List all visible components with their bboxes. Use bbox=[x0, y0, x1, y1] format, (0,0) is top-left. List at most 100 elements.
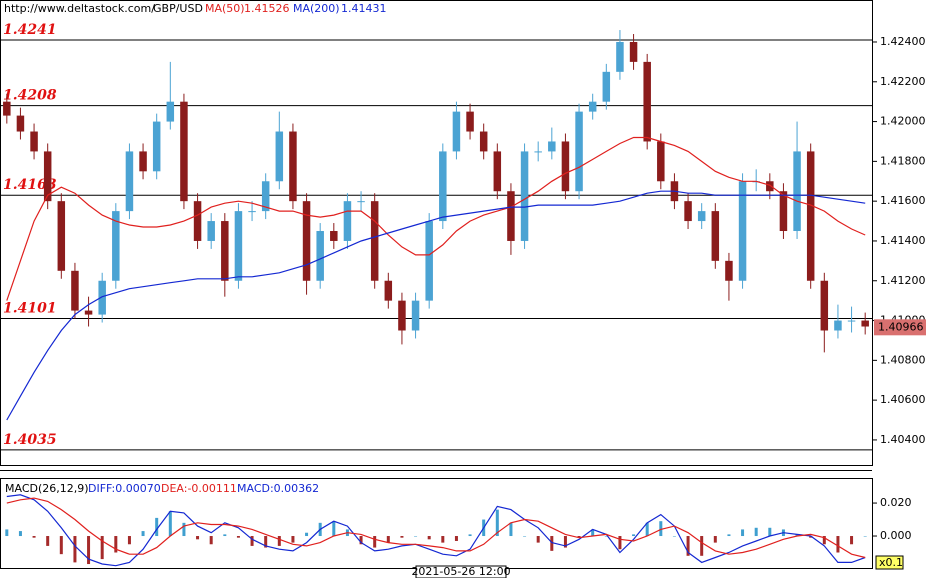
scale-box bbox=[875, 555, 904, 570]
macd-bar bbox=[468, 534, 472, 537]
macd-bar bbox=[87, 536, 91, 565]
macd-bar bbox=[155, 517, 159, 537]
macd-bar bbox=[577, 536, 581, 538]
macd-bar bbox=[373, 536, 377, 548]
macd-bar bbox=[414, 536, 418, 537]
moving-average-line bbox=[6, 190, 866, 421]
y-tick-label: 1.40400 bbox=[880, 433, 926, 446]
macd-bar bbox=[822, 536, 826, 545]
macd-bar bbox=[196, 536, 200, 540]
candle-body bbox=[289, 131, 297, 202]
macd-bar bbox=[863, 536, 867, 537]
candle-body bbox=[43, 151, 52, 202]
candle-body bbox=[125, 151, 134, 212]
macd-bar bbox=[277, 536, 281, 546]
candle-body bbox=[657, 141, 665, 182]
candle-body bbox=[248, 211, 256, 213]
candle-body bbox=[711, 211, 720, 261]
candle-body bbox=[520, 151, 529, 241]
macd-bar bbox=[659, 521, 663, 537]
candle-body bbox=[343, 201, 352, 241]
macd-bar bbox=[18, 531, 22, 537]
macd-bar bbox=[550, 536, 554, 551]
scale-label: x0.1 bbox=[879, 556, 903, 569]
macd-line bbox=[6, 497, 866, 559]
macd-bar bbox=[386, 536, 390, 543]
moving-average-line bbox=[6, 136, 866, 301]
candle-body bbox=[847, 320, 856, 322]
macd-bar bbox=[59, 536, 63, 555]
candle-body bbox=[71, 270, 79, 311]
candle-body bbox=[466, 111, 474, 132]
candle-body bbox=[575, 111, 583, 192]
candle-body bbox=[548, 141, 556, 152]
candle-body bbox=[561, 141, 570, 192]
candle-body bbox=[779, 191, 788, 232]
macd-bar bbox=[427, 536, 431, 540]
macd-bar bbox=[291, 536, 295, 543]
candle-body bbox=[738, 181, 747, 281]
candle-body bbox=[697, 211, 706, 222]
macd-bar bbox=[100, 536, 104, 560]
macd-bar bbox=[441, 536, 445, 543]
level-label: 1.4208 bbox=[3, 88, 57, 104]
candle-body bbox=[234, 211, 243, 281]
macd-bar bbox=[332, 521, 336, 537]
legend-value: 1.41526 bbox=[244, 2, 290, 15]
macd-bar bbox=[400, 536, 404, 538]
candle-body bbox=[793, 151, 801, 232]
candle-body bbox=[98, 280, 106, 315]
candle-body bbox=[643, 61, 651, 142]
y-tick-label: 1.41200 bbox=[880, 274, 926, 287]
candle-body bbox=[16, 115, 25, 132]
macd-title: MACD(26,12,9) bbox=[5, 482, 89, 495]
macd-readout: MACD:0.00362 bbox=[237, 482, 319, 495]
candle-body bbox=[834, 320, 842, 331]
candle-body bbox=[806, 151, 815, 281]
macd-bar bbox=[209, 536, 213, 545]
macd-bar bbox=[713, 536, 717, 543]
macd-bar bbox=[73, 536, 77, 563]
candle-body bbox=[725, 260, 733, 281]
candle-body bbox=[3, 101, 11, 116]
candle-body bbox=[411, 300, 420, 331]
candle-body bbox=[452, 111, 461, 152]
candle-body bbox=[357, 201, 365, 203]
macd-line bbox=[6, 494, 866, 567]
macd-bar bbox=[168, 511, 172, 537]
macd-bar bbox=[536, 536, 540, 543]
macd-bar bbox=[645, 522, 649, 537]
candle-body bbox=[330, 231, 338, 241]
macd-bar bbox=[809, 536, 813, 538]
candle-body bbox=[534, 151, 542, 153]
candle-body bbox=[384, 280, 393, 301]
y-tick-label: 1.42400 bbox=[880, 35, 926, 48]
macd-bar bbox=[754, 527, 758, 537]
macd-bar bbox=[223, 534, 227, 537]
source-url: http://www.deltastock.com/ bbox=[4, 2, 155, 15]
macd-bar bbox=[795, 534, 799, 537]
candle-body bbox=[684, 201, 692, 222]
macd-bar bbox=[768, 527, 772, 537]
macd-bar bbox=[264, 536, 268, 548]
candle-body bbox=[166, 101, 175, 122]
macd-bar bbox=[127, 536, 131, 545]
macd-bar bbox=[5, 529, 9, 537]
candle-body bbox=[398, 300, 406, 331]
candle-body bbox=[152, 121, 161, 172]
macd-bar bbox=[741, 529, 745, 537]
level-label: 1.4241 bbox=[3, 22, 57, 38]
candle-body bbox=[479, 131, 488, 152]
macd-bar bbox=[46, 536, 50, 546]
macd-bar bbox=[700, 536, 704, 556]
macd-bar bbox=[114, 536, 118, 553]
macd-bar bbox=[523, 536, 527, 537]
level-label: 1.4035 bbox=[3, 432, 57, 448]
macd-bar bbox=[495, 509, 499, 537]
y-tick-label: 1.42000 bbox=[880, 115, 926, 128]
candle-body bbox=[275, 131, 284, 182]
candle-body bbox=[861, 320, 869, 327]
y-tick-label: 1.41600 bbox=[880, 194, 926, 207]
